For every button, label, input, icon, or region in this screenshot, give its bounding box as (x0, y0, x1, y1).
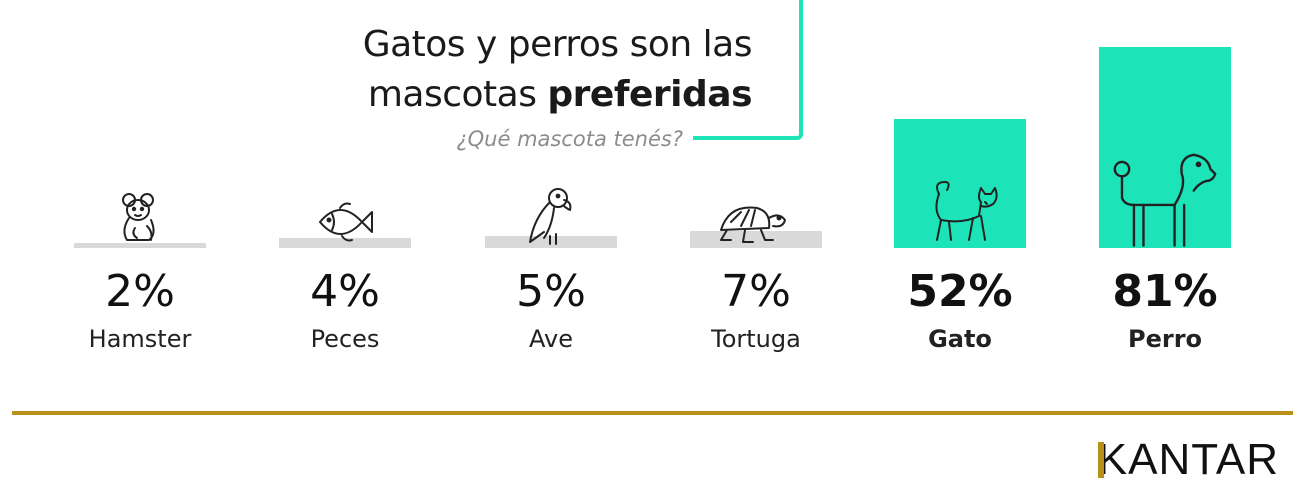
value-label-perro: 81% (1112, 266, 1218, 317)
bar-perro (1099, 47, 1231, 248)
value-label-hamster: 2% (105, 266, 175, 317)
parrot-icon (529, 188, 572, 245)
bar-peces (279, 238, 411, 248)
title-line-2: mascotas preferidas (300, 70, 753, 120)
title-line-2-bold: preferidas (547, 74, 752, 115)
value-label-peces: 4% (310, 266, 380, 317)
title-line-2-prefix: mascotas (367, 74, 548, 115)
kantar-logo: KANTAR (1097, 435, 1279, 484)
category-label-ave: Ave (529, 325, 573, 353)
pet-preference-chart: 2% Hamster 4% Peces 5% Ave 7% Tortuga 52% Gato 81%… (74, 47, 1231, 353)
hamster-icon (122, 193, 155, 241)
category-label-gato: Gato (928, 325, 992, 353)
category-label-tortuga: Tortuga (711, 325, 801, 353)
value-label-gato: 52% (907, 266, 1013, 317)
fish-icon (319, 202, 373, 242)
turtle-icon (720, 206, 786, 243)
accent-bracket (693, 0, 803, 140)
chart-subtitle: ¿Qué mascota tenés? (456, 127, 684, 151)
cat-icon (935, 181, 998, 241)
dog-icon (1113, 153, 1217, 247)
category-label-hamster: Hamster (88, 325, 192, 353)
category-label-peces: Peces (310, 325, 380, 353)
logo-accent-mark (1097, 442, 1104, 478)
value-label-ave: 5% (516, 266, 586, 317)
gold-divider (12, 411, 1293, 415)
value-label-tortuga: 7% (721, 266, 791, 317)
title-line-1: Gatos y perros son las (362, 24, 753, 65)
category-label-perro: Perro (1127, 325, 1203, 353)
logo-text: KANTAR (1097, 435, 1279, 484)
bar-gato (894, 119, 1026, 248)
chart-title: Gatos y perros son las mascotas preferid… (300, 20, 753, 120)
bar-hamster (74, 243, 206, 248)
